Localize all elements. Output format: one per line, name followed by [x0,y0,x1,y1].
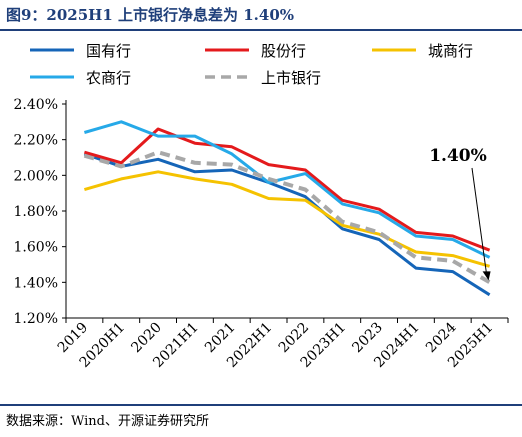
y-axis: 1.20% 1.40% 1.60% 1.80% 2.00% 2.20% 2.40% [14,97,67,327]
y-tick-label: 2.00% [14,168,58,184]
y-tick-label: 1.20% [14,311,58,327]
y-tick-label: 2.20% [14,133,58,149]
legend-label: 股份行 [261,42,306,60]
series-line [83,152,491,297]
annotation: 1.40% [429,146,491,281]
y-tick-label: 1.60% [14,240,58,256]
source-note: 数据来源：Wind、开源证券研究所 [6,414,209,429]
annotation-label: 1.40% [429,146,487,166]
legend-label: 上市银行 [261,69,321,87]
y-tick-label: 1.80% [14,204,58,220]
y-tick-label: 2.40% [14,97,58,113]
series-lines [83,120,491,297]
legend-label: 国有行 [86,42,131,60]
legend-label: 农商行 [86,69,131,87]
source-rule [0,404,522,406]
chart-title: 图9：2025H1 上市银行净息差为 1.40% [6,6,295,24]
legend-label: 城商行 [428,42,473,60]
series-line [83,150,491,285]
annotation-arrowhead [482,271,491,281]
annotation-arrow-line [471,167,488,275]
y-tick-label: 1.40% [14,275,58,291]
series-line [83,120,491,259]
series-line [83,170,491,268]
title-rule [0,29,522,31]
